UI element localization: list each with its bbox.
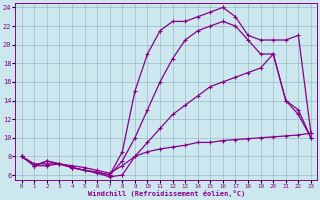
X-axis label: Windchill (Refroidissement éolien,°C): Windchill (Refroidissement éolien,°C) (88, 190, 245, 197)
